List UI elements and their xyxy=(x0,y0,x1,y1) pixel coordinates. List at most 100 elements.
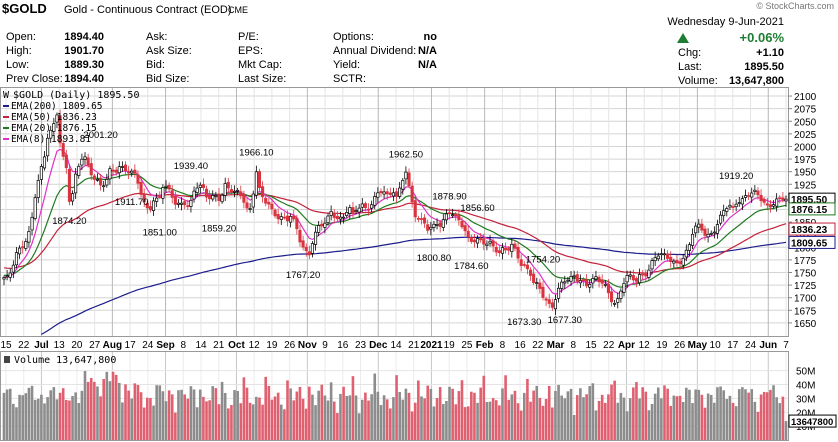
price-bar-body xyxy=(192,190,196,200)
price-bar-body xyxy=(616,298,620,303)
volume-bar xyxy=(242,377,246,440)
volume-bar xyxy=(58,392,62,440)
price-bar-body xyxy=(348,207,352,214)
volume-bar xyxy=(52,387,56,440)
volume-bar xyxy=(610,384,613,440)
volume-bar xyxy=(357,413,361,440)
volume-bar xyxy=(660,398,663,440)
price-tick-label: 1950 xyxy=(794,168,817,179)
volume-bar xyxy=(152,405,155,440)
volume-bar xyxy=(279,404,283,440)
price-bar-body xyxy=(229,189,233,193)
price-bar-body xyxy=(687,244,691,251)
price-bar-body xyxy=(58,115,62,144)
price-tick-label: 2075 xyxy=(794,105,817,116)
volume-bar xyxy=(426,385,430,440)
price-bar-body xyxy=(148,206,152,211)
price-bar-body xyxy=(36,180,40,198)
dividend-label: Annual Dividend: xyxy=(333,45,416,57)
price-bar-body xyxy=(127,171,131,174)
price-bar-body xyxy=(588,284,592,288)
volume-bar xyxy=(622,397,626,440)
volume-bar xyxy=(672,395,676,440)
volume-bar xyxy=(127,390,130,440)
open-label: Open: xyxy=(6,31,36,43)
volume-bar xyxy=(628,398,632,440)
bid-size-label: Bid Size: xyxy=(146,73,189,85)
price-bar-body xyxy=(728,204,732,208)
legend-entry: EMA(8) 1893.81 xyxy=(11,134,91,145)
date-tick-label: 2021 xyxy=(420,340,443,351)
ask-label: Ask: xyxy=(146,31,167,43)
volume-bar xyxy=(382,395,386,440)
volume-bar xyxy=(781,396,785,440)
price-bar-body xyxy=(108,168,112,180)
volume-bar xyxy=(656,387,660,440)
volume-bar xyxy=(139,392,143,440)
volume-bar xyxy=(121,402,124,440)
volume-bar xyxy=(326,400,330,440)
price-bar-body xyxy=(117,166,121,174)
price-bar-body xyxy=(435,224,439,226)
price-bar-body xyxy=(326,215,330,223)
price-bar-body xyxy=(438,222,442,227)
price-bar-body xyxy=(264,197,268,204)
volume-bars xyxy=(2,371,788,440)
price-bar-body xyxy=(650,260,654,270)
price-bar-body xyxy=(366,208,371,211)
chart-title: W $GOLD (Daily) 1895.50 xyxy=(3,90,139,101)
price-bar-body xyxy=(703,228,707,236)
price-bar-body xyxy=(581,279,586,282)
price-bar-body xyxy=(750,192,754,198)
price-bar-body xyxy=(429,226,433,230)
price-bar-body xyxy=(566,279,570,282)
volume-bar xyxy=(329,382,333,440)
price-bar-body xyxy=(759,194,763,202)
price-bar-body xyxy=(441,219,445,228)
last-value: 1895.50 xyxy=(744,61,784,73)
volume-bar xyxy=(351,376,355,440)
volume-bar xyxy=(635,382,638,440)
volume-bar xyxy=(685,387,688,440)
volume-tick-label: 20M xyxy=(796,408,815,419)
price-bar-body xyxy=(86,157,90,166)
volume-bar xyxy=(538,397,542,440)
volume-bar xyxy=(445,401,448,440)
volume-bar xyxy=(725,399,729,440)
price-bar-body xyxy=(270,203,274,210)
volume-bar xyxy=(488,401,492,440)
price-bar-body xyxy=(136,174,140,184)
price-annotation: 1800.80 xyxy=(417,253,451,264)
price-bar-body xyxy=(644,273,648,277)
price-bar-body xyxy=(463,225,467,232)
volume-bar xyxy=(597,401,601,440)
price-bar-body xyxy=(482,238,486,245)
price-flag-box xyxy=(788,235,836,249)
price-bar-body xyxy=(522,264,526,266)
volume-bar xyxy=(124,384,127,440)
volume-bar xyxy=(286,380,289,440)
volume-bar xyxy=(784,421,788,440)
price-bar-body xyxy=(419,218,424,220)
volume-bar xyxy=(158,385,162,440)
price-bar-body xyxy=(298,229,302,243)
price-bar-body xyxy=(251,193,255,208)
price-bar-body xyxy=(61,143,65,157)
volume-bar xyxy=(585,394,588,440)
price-bar-body xyxy=(690,233,695,246)
volume-bar xyxy=(778,403,782,440)
price-bar-body xyxy=(151,200,156,211)
volume-bar xyxy=(737,389,741,440)
price-bar-body xyxy=(494,246,498,253)
volume-bar xyxy=(491,398,495,440)
volume-bar xyxy=(535,385,539,440)
legend-entry: EMA(200) 1809.65 xyxy=(11,101,103,112)
volume-bar xyxy=(373,373,377,440)
price-bar-body xyxy=(753,189,757,192)
price-bar-body xyxy=(575,274,579,282)
legend-entry: EMA(50) 1836.23 xyxy=(11,112,97,123)
price-bar-body xyxy=(239,191,243,197)
volume-bar xyxy=(164,401,168,440)
price-bar-body xyxy=(304,246,308,251)
